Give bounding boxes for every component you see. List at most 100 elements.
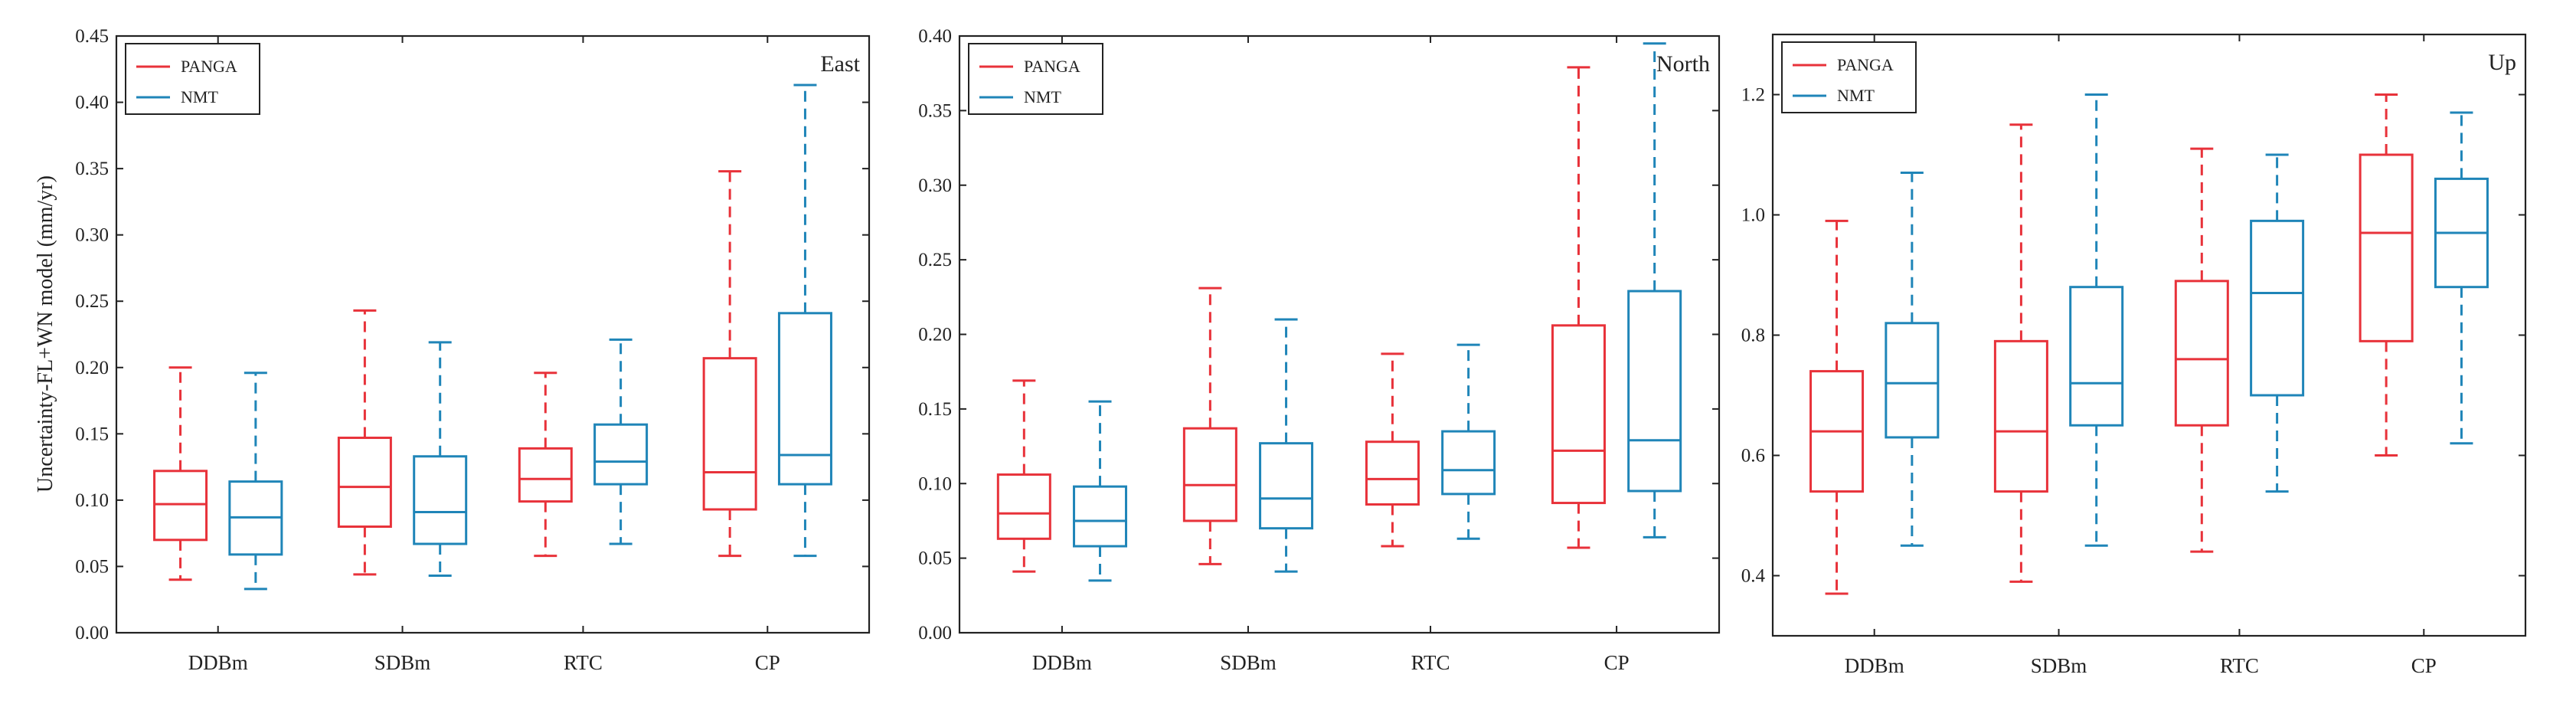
box-iqr [413,455,468,545]
panel-title: East [820,51,860,77]
legend-label-panga: PANGA [181,57,237,76]
box-iqr [593,423,649,486]
y-tick-label: 0.20 [75,358,109,378]
chart-panel-up: 0.4 0.6 0.8 1.0 1.2 DDBm SDBm RTC CP Up PANGA NMT [1741,33,2527,677]
box-nmt-sdbm [413,341,468,578]
box-iqr [1885,322,1940,439]
box-panga-cp [2359,93,2414,457]
y-tick-label: 0.15 [918,399,952,420]
box-iqr [702,357,757,511]
y-tick-label: 0.45 [75,26,109,47]
legend-label-nmt: NMT [1837,86,1875,105]
plot-frame [115,34,871,634]
y-tick-label: 0.15 [75,424,109,444]
x-tick-label: CP [1604,651,1630,674]
box-iqr [2174,280,2229,427]
x-tick-label: CP [2411,654,2437,677]
box-panga-cp [1551,66,1606,549]
legend-label-nmt: NMT [1024,87,1061,106]
y-tick-label: 0.30 [918,175,952,196]
box-nmt-rtc [1441,343,1496,540]
box-iqr [518,447,573,503]
y-tick-label: 0.00 [75,623,109,643]
y-tick-label: 0.35 [75,159,109,179]
legend-label-panga: PANGA [1837,55,1894,74]
x-tick-label: SDBm [374,651,431,674]
chart-panel-north: 0.00 0.05 0.10 0.15 0.20 0.25 0.30 0.35 0.40 DDBm… [918,26,1721,674]
y-tick-label: 1.2 [1741,85,1765,106]
y-tick-label: 0.10 [918,473,952,494]
y-tick-label: 0.35 [918,100,952,121]
y-tick-label: 0.05 [918,548,952,569]
box-iqr [1441,430,1496,496]
y-tick-label: 0.25 [75,291,109,312]
box-iqr [1551,324,1606,505]
y-tick-label: 0.25 [918,250,952,270]
legend-frame [125,43,260,115]
box-panga-sdbm [1182,286,1237,565]
x-tick-label: RTC [2220,654,2259,677]
y-tick-label: 0.40 [918,26,952,47]
box-nmt-ddbm [1073,400,1128,582]
box-iqr [1365,440,1420,506]
box-nmt-ddbm [1885,172,1940,547]
x-tick-label: DDBm [188,651,248,674]
legend-label-nmt: NMT [181,87,218,106]
box-panga-rtc [1365,352,1420,548]
legend: PANGA NMT [125,43,260,115]
x-tick-label: DDBm [1032,651,1092,674]
panel-title: North [1656,51,1710,77]
legend: PANGA NMT [968,43,1103,115]
x-tick-label: RTC [564,651,603,674]
box-iqr [337,437,392,529]
box-panga-rtc [518,372,573,558]
box-panga-ddbm [153,366,208,581]
y-tick-label: 0.05 [75,556,109,577]
box-iqr [1182,427,1237,522]
box-nmt-sdbm [1259,318,1314,573]
box-nmt-cp [2434,111,2489,445]
legend-label-panga: PANGA [1024,57,1080,76]
box-iqr [1259,442,1314,530]
y-tick-label: 0.20 [918,325,952,345]
panel-title: Up [2488,50,2516,75]
box-panga-ddbm [996,379,1051,573]
x-tick-label: SDBm [2031,654,2087,677]
y-tick-label: 0.4 [1741,566,1766,587]
box-iqr [777,312,832,486]
box-nmt-sdbm [2069,93,2124,547]
box-panga-sdbm [1993,123,2048,583]
chart-panel-east: 0.00 0.05 0.10 0.15 0.20 0.25 0.30 0.35 0.40 0.45… [75,26,871,674]
box-iqr [2069,286,2124,427]
box-iqr [2359,153,2414,342]
box-nmt-rtc [2250,153,2305,493]
box-panga-ddbm [1809,219,1865,595]
box-iqr [2250,219,2305,397]
box-iqr [996,473,1051,540]
box-iqr [1993,339,2048,493]
box-panga-cp [702,170,757,558]
y-axis-label: Uncertainty-FL+WN model (mm/yr) [34,175,57,493]
y-tick-label: 0.10 [75,490,109,511]
y-tick-label: 0.8 [1741,326,1765,346]
y-tick-label: 0.00 [918,623,952,643]
y-tick-label: 0.40 [75,93,109,113]
legend-frame [968,43,1103,115]
box-nmt-cp [1627,42,1682,539]
box-panga-rtc [2174,147,2229,553]
box-panga-sdbm [337,309,392,576]
box-iqr [1073,485,1128,548]
x-tick-label: SDBm [1220,651,1277,674]
y-tick-label: 0.6 [1741,446,1765,467]
x-tick-label: RTC [1411,651,1450,674]
box-iqr [153,470,208,542]
box-nmt-ddbm [228,372,283,591]
x-tick-label: DDBm [1845,654,1904,677]
y-tick-label: 1.0 [1741,205,1765,226]
box-nmt-rtc [593,338,649,545]
legend: PANGA NMT [1781,41,1917,113]
box-iqr [1627,290,1682,493]
x-tick-label: CP [755,651,780,674]
legend-frame [1781,41,1917,113]
